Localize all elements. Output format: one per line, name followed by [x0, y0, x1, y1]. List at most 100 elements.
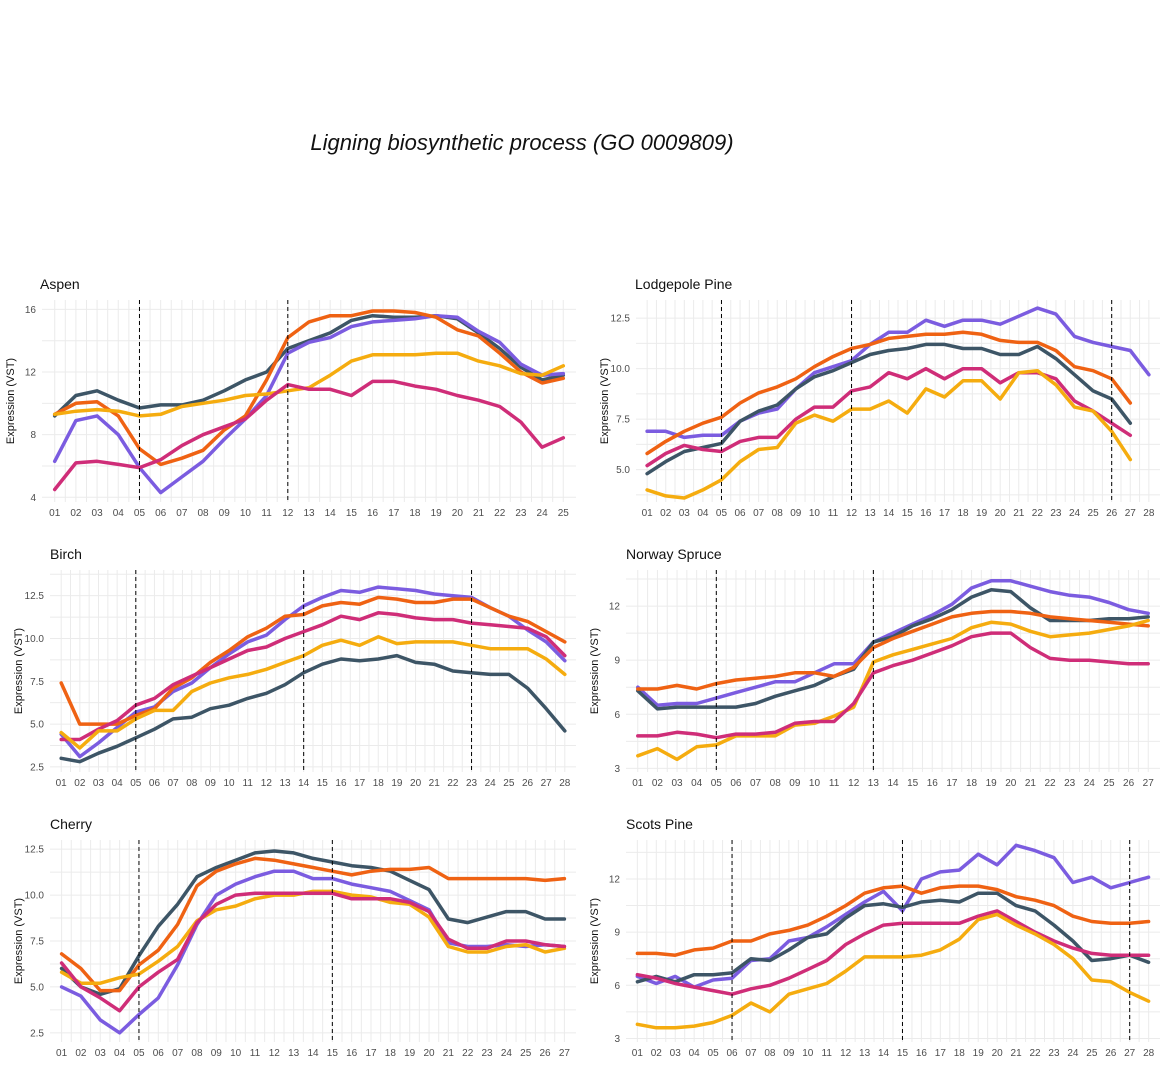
x-tick-label: 10 — [224, 778, 236, 789]
y-tick-label: 7.5 — [30, 677, 44, 688]
y-tick-label: 9 — [614, 928, 620, 939]
x-tick-label: 12 — [269, 1048, 281, 1059]
x-tick-label: 22 — [1029, 1048, 1041, 1059]
x-tick-label: 11 — [250, 1048, 261, 1059]
x-tick-label: 18 — [954, 1048, 966, 1059]
y-tick-label: 12.5 — [25, 591, 45, 602]
x-tick-label: 24 — [1084, 778, 1096, 789]
y-tick-label: 5.0 — [616, 465, 630, 476]
y-tick-label: 12 — [609, 874, 621, 885]
y-tick-label: 8 — [30, 430, 36, 441]
x-tick-label: 24 — [1067, 1048, 1079, 1059]
x-tick-label: 26 — [1106, 508, 1118, 519]
x-tick-label: 14 — [325, 508, 337, 519]
x-tick-label: 05 — [711, 778, 723, 789]
x-tick-label: 13 — [303, 508, 315, 519]
y-axis-title: Expression (VST) — [5, 358, 17, 444]
x-tick-label: 25 — [520, 1048, 532, 1059]
x-tick-label: 03 — [95, 1048, 107, 1059]
panel-title: Lodgepole Pine — [635, 276, 733, 292]
x-tick-label: 03 — [670, 1048, 682, 1059]
x-tick-label: 15 — [907, 778, 919, 789]
x-tick-label: 11 — [822, 1048, 833, 1059]
x-tick-label: 27 — [559, 1048, 571, 1059]
series-line — [59, 611, 567, 742]
x-tick-label: 01 — [56, 1048, 68, 1059]
x-tick-label: 08 — [770, 778, 782, 789]
x-tick-label: 23 — [1064, 778, 1076, 789]
x-tick-label: 19 — [976, 508, 988, 519]
x-tick-label: 14 — [887, 778, 899, 789]
x-tick-label: 26 — [539, 1048, 551, 1059]
x-tick-label: 04 — [112, 778, 124, 789]
x-tick-label: 16 — [367, 508, 379, 519]
series-line — [59, 891, 567, 1013]
x-tick-label: 11 — [828, 508, 839, 519]
x-tick-label: 07 — [176, 508, 188, 519]
y-tick-label: 12.5 — [25, 845, 45, 856]
x-tick-label: 23 — [481, 1048, 493, 1059]
x-tick-label: 10 — [809, 778, 821, 789]
series-line — [645, 342, 1133, 476]
x-tick-label: 09 — [211, 1048, 223, 1059]
x-tick-label: 02 — [660, 508, 672, 519]
x-tick-label: 19 — [973, 1048, 985, 1059]
x-tick-label: 18 — [373, 778, 385, 789]
x-tick-label: 04 — [113, 508, 125, 519]
panel-title: Scots Pine — [626, 816, 693, 832]
x-tick-label: 06 — [153, 1048, 165, 1059]
x-tick-label: 20 — [423, 1048, 435, 1059]
y-tick-label: 2.5 — [30, 762, 44, 773]
x-tick-label: 06 — [149, 778, 161, 789]
series-line — [635, 884, 1151, 957]
panel-title: Aspen — [40, 276, 80, 292]
x-tick-label: 24 — [537, 508, 549, 519]
x-tick-label: 04 — [689, 1048, 701, 1059]
series-line — [636, 579, 1150, 708]
x-tick-label: 03 — [93, 778, 105, 789]
y-tick-label: 2.5 — [30, 1028, 44, 1039]
x-tick-label: 21 — [443, 1048, 455, 1059]
x-tick-label: 01 — [632, 778, 644, 789]
x-tick-label: 19 — [404, 1048, 416, 1059]
x-tick-label: 20 — [995, 508, 1007, 519]
series-line — [635, 843, 1151, 989]
x-tick-label: 26 — [1105, 1048, 1117, 1059]
x-tick-label: 07 — [750, 778, 762, 789]
y-tick-label: 3 — [614, 764, 620, 775]
y-tick-label: 12 — [609, 602, 621, 613]
x-tick-label: 16 — [916, 1048, 928, 1059]
x-tick-label: 09 — [790, 508, 802, 519]
x-tick-label: 08 — [191, 1048, 203, 1059]
x-tick-label: 19 — [986, 778, 998, 789]
y-tick-label: 10.0 — [25, 634, 45, 645]
panel-3: 3 6 9 12 01 02 03 04 05 06 07 08 09 10 11 12 13 14 15 16 17 1… — [589, 546, 1160, 789]
y-tick-label: 5.0 — [30, 720, 44, 731]
x-tick-label: 07 — [745, 1048, 757, 1059]
x-tick-label: 27 — [1125, 508, 1137, 519]
x-tick-label: 10 — [230, 1048, 242, 1059]
x-tick-label: 05 — [716, 508, 728, 519]
x-tick-label: 27 — [1143, 778, 1155, 789]
x-tick-label: 18 — [409, 508, 421, 519]
series-line — [636, 618, 1150, 762]
x-tick-label: 17 — [939, 508, 951, 519]
series-line — [52, 379, 566, 492]
x-tick-label: 25 — [1088, 508, 1100, 519]
x-tick-label: 02 — [75, 1048, 87, 1059]
x-tick-label: 16 — [920, 508, 932, 519]
series-line — [59, 849, 567, 997]
x-tick-label: 01 — [642, 508, 654, 519]
panel-2: 2.5 5.0 7.5 10.0 12.5 01 02 03 04 05 06 07 08 09 10 11 1… — [13, 546, 576, 789]
x-tick-label: 13 — [288, 1048, 300, 1059]
series-line — [636, 631, 1150, 740]
x-tick-label: 12 — [282, 508, 294, 519]
x-tick-label: 09 — [783, 1048, 795, 1059]
x-tick-label: 05 — [708, 1048, 720, 1059]
x-tick-label: 03 — [671, 778, 683, 789]
series-line — [645, 306, 1151, 440]
x-tick-label: 22 — [1044, 778, 1056, 789]
x-tick-label: 19 — [391, 778, 403, 789]
x-tick-label: 17 — [388, 508, 400, 519]
